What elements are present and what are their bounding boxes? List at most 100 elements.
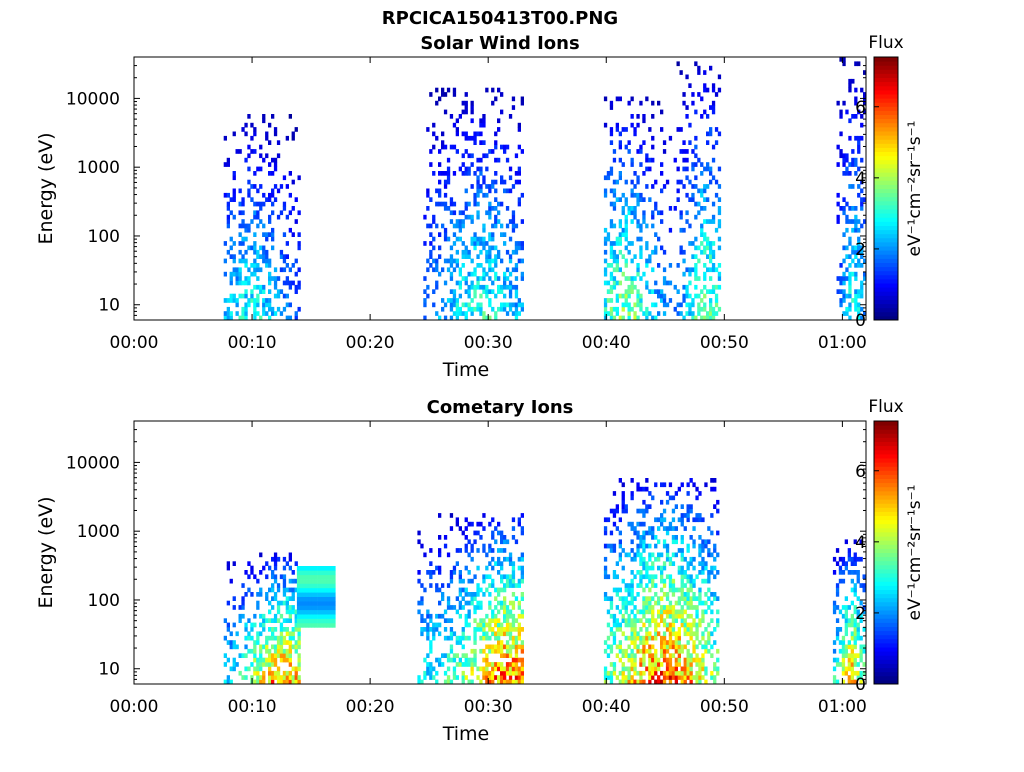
heatmap-cell xyxy=(694,293,698,299)
heatmap-cell xyxy=(606,670,611,676)
heatmap-cell xyxy=(500,675,504,680)
colorbar-segment xyxy=(874,126,898,132)
heatmap-cell xyxy=(452,675,457,680)
heatmap-cell xyxy=(645,184,649,189)
heatmap-cell xyxy=(476,675,480,680)
heatmap-cell xyxy=(689,561,693,566)
heatmap-cell xyxy=(503,596,507,601)
colorbar-segment xyxy=(874,523,898,529)
heatmap-cell xyxy=(850,578,854,584)
heatmap-cell xyxy=(241,280,245,286)
heatmap-cell xyxy=(642,311,646,316)
heatmap-cell xyxy=(488,679,492,685)
heatmap-cell xyxy=(714,284,719,290)
heatmap-cell xyxy=(500,201,504,207)
heatmap-cell xyxy=(320,583,324,589)
heatmap-cell xyxy=(689,504,693,509)
heatmap-cell xyxy=(839,298,843,303)
heatmap-cell xyxy=(253,315,257,321)
heatmap-cell xyxy=(479,618,483,623)
heatmap-cell xyxy=(835,635,840,641)
heatmap-cell xyxy=(253,298,257,303)
heatmap-cell xyxy=(639,627,643,632)
heatmap-cell xyxy=(630,556,634,562)
heatmap-cell xyxy=(323,609,327,615)
heatmap-cell xyxy=(621,495,625,501)
heatmap-cell xyxy=(279,657,284,663)
heatmap-cell xyxy=(660,587,664,593)
heatmap-cell xyxy=(615,267,619,273)
heatmap-cell xyxy=(273,131,278,137)
heatmap-cell xyxy=(476,201,480,207)
heatmap-cell xyxy=(642,513,646,518)
heatmap-cell xyxy=(844,627,848,632)
heatmap-cell xyxy=(665,530,670,536)
heatmap-cell xyxy=(511,657,516,663)
heatmap-cell xyxy=(268,587,272,593)
heatmap-cell xyxy=(609,311,614,316)
heatmap-cell xyxy=(683,526,687,531)
heatmap-cell xyxy=(435,263,439,268)
heatmap-cell xyxy=(288,670,292,676)
colorbar-segment xyxy=(874,675,898,681)
heatmap-cell xyxy=(494,596,498,601)
heatmap-cell xyxy=(279,254,284,259)
heatmap-cell xyxy=(612,306,617,312)
heatmap-cell xyxy=(247,648,251,654)
heatmap-cell xyxy=(860,289,864,294)
heatmap-cell xyxy=(680,618,684,623)
heatmap-cell xyxy=(253,131,257,137)
heatmap-cell xyxy=(662,565,667,571)
heatmap-cell xyxy=(703,284,707,290)
heatmap-cell xyxy=(288,302,292,308)
heatmap-cell xyxy=(651,184,655,189)
heatmap-cell xyxy=(470,258,474,264)
heatmap-cell xyxy=(299,587,304,593)
heatmap-cell xyxy=(503,539,507,545)
heatmap-cell xyxy=(680,521,684,527)
heatmap-cell xyxy=(271,306,275,312)
heatmap-cell xyxy=(467,214,471,220)
heatmap-cell xyxy=(443,109,448,115)
heatmap-cell xyxy=(511,662,516,667)
heatmap-cell xyxy=(500,565,504,571)
heatmap-cell xyxy=(238,201,242,207)
heatmap-cell xyxy=(420,618,424,623)
heatmap-cell xyxy=(603,311,608,316)
heatmap-cell xyxy=(662,184,667,189)
heatmap-cell xyxy=(302,596,307,602)
heatmap-cell xyxy=(662,526,667,531)
heatmap-cell xyxy=(329,570,333,576)
heatmap-cell xyxy=(651,613,655,619)
heatmap-cell xyxy=(476,587,480,593)
heatmap-cell xyxy=(291,679,295,685)
heatmap-cell xyxy=(630,627,634,632)
heatmap-cell xyxy=(282,578,287,584)
y-tick-label: 10000 xyxy=(66,89,120,109)
heatmap-cell xyxy=(863,271,867,277)
colorbar-segment xyxy=(874,106,898,111)
heatmap-cell xyxy=(603,675,608,680)
heatmap-cell xyxy=(464,289,468,294)
heatmap-cell xyxy=(461,100,465,106)
heatmap-cell xyxy=(294,640,298,645)
heatmap-cell xyxy=(856,613,860,619)
heatmap-cell xyxy=(686,504,690,509)
heatmap-cell xyxy=(297,267,301,273)
heatmap-cell xyxy=(279,289,284,294)
heatmap-cell xyxy=(253,210,257,216)
heatmap-cell xyxy=(657,565,661,571)
heatmap-cell xyxy=(282,306,287,312)
colorbar-segment xyxy=(874,246,898,251)
heatmap-cell xyxy=(497,210,501,216)
heatmap-cell xyxy=(680,666,684,672)
heatmap-cell xyxy=(452,232,457,237)
heatmap-cell xyxy=(698,587,702,593)
heatmap-cell xyxy=(511,605,516,610)
heatmap-cell xyxy=(657,293,661,299)
heatmap-cell xyxy=(268,232,272,237)
heatmap-cell xyxy=(700,192,704,198)
colorbar-segment xyxy=(874,573,898,578)
heatmap-cell xyxy=(701,600,705,606)
heatmap-cell xyxy=(455,131,459,137)
